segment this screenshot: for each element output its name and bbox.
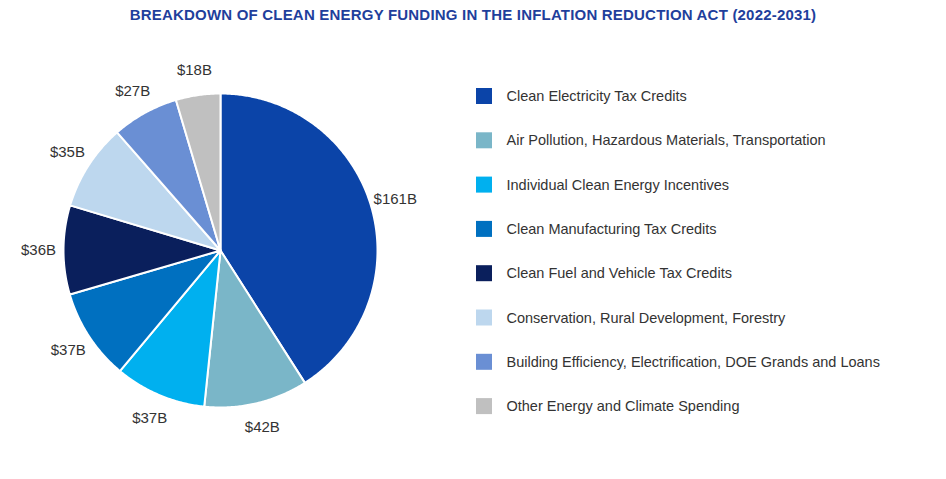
- svg-text:$18B: $18B: [177, 61, 212, 78]
- svg-text:Air Pollution, Hazardous Mater: Air Pollution, Hazardous Materials, Tran…: [507, 132, 826, 148]
- svg-text:$37B: $37B: [51, 341, 86, 358]
- svg-text:$27B: $27B: [115, 82, 150, 99]
- svg-text:Clean Manufacturing Tax Credit: Clean Manufacturing Tax Credits: [507, 221, 717, 237]
- svg-text:Clean Electricity Tax Credits: Clean Electricity Tax Credits: [507, 88, 687, 104]
- svg-text:$37B: $37B: [132, 409, 167, 426]
- svg-text:$42B: $42B: [245, 418, 280, 435]
- svg-text:$161B: $161B: [374, 190, 417, 207]
- svg-text:Conservation, Rural Developmen: Conservation, Rural Development, Forestr…: [507, 310, 787, 326]
- svg-text:Other Energy and Climate Spend: Other Energy and Climate Spending: [507, 398, 740, 414]
- svg-text:Building Efficiency, Electrifi: Building Efficiency, Electrification, DO…: [507, 354, 880, 370]
- html-text:BREAKDOWN OF CLEAN ENERGY FUND: BREAKDOWN OF CLEAN ENERGY FUNDING IN THE…: [129, 6, 817, 23]
- svg-text:Clean Fuel and Vehicle Tax Cre: Clean Fuel and Vehicle Tax Credits: [507, 265, 732, 281]
- svg-text:Individual Clean Energy Incent: Individual Clean Energy Incentives: [507, 177, 729, 193]
- svg-text:$36B: $36B: [21, 241, 56, 258]
- svg-text:$35B: $35B: [50, 143, 85, 160]
